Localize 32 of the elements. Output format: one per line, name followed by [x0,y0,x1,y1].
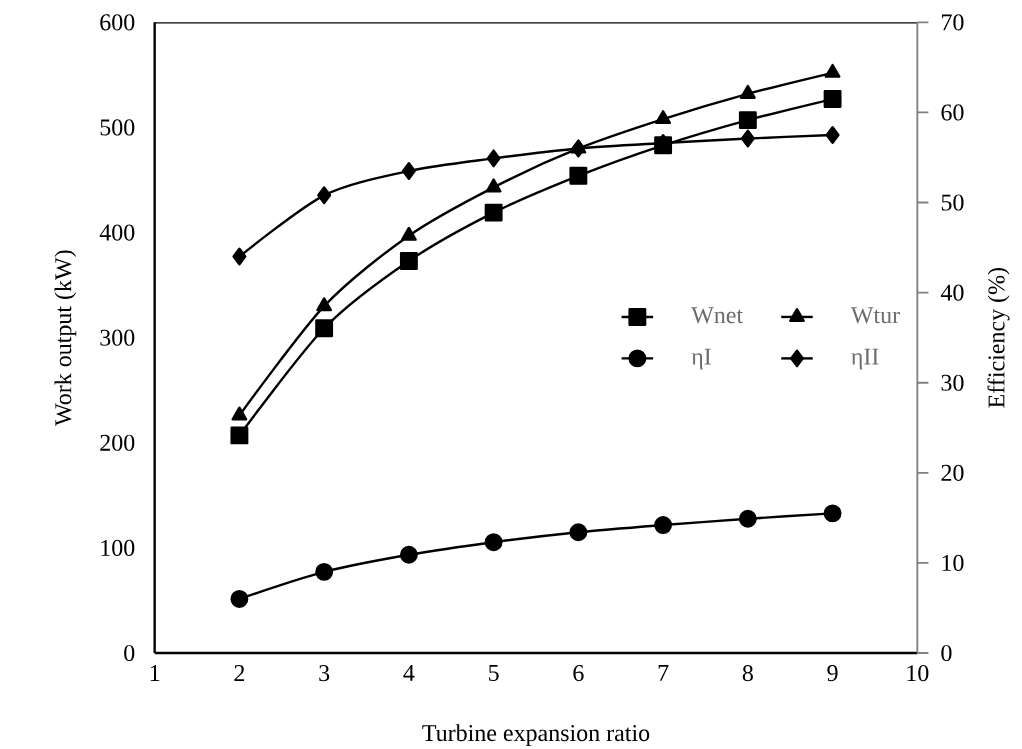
x-axis-title: Turbine expansion ratio [422,724,650,746]
x-tick-label: 2 [234,665,245,681]
x-tick-label: 6 [573,665,584,682]
legend-label: ηII [851,348,879,370]
y2-tick-label: 10 [942,554,964,571]
y2-tick-label: 30 [941,374,964,391]
y-axis-title: Work output (kW) [54,250,77,426]
y-tick-label: 200 [100,434,135,451]
x-tick-label: 4 [403,665,415,681]
y2-tick-label: 70 [942,14,964,31]
y2-tick-label: 60 [941,104,964,121]
y2-tick-label: 40 [940,284,964,301]
x-tick-label: 5 [489,665,499,681]
x-tick-label: 1 [150,665,160,681]
legend-label: Wnet [691,307,743,324]
y-tick-label: 0 [124,644,135,662]
y2-tick-label: 50 [941,194,964,211]
legend-label: Wtur [850,307,900,324]
x-tick-label: 8 [742,665,753,682]
y2-tick-label: 20 [941,464,964,481]
y-tick-label: 500 [100,119,135,136]
x-tick-label: 10 [907,665,929,682]
y2-tick-label: 0 [941,644,952,662]
y-tick-label: 400 [99,224,135,241]
y-tick-label: 100 [101,539,135,556]
y-tick-label: 300 [100,329,135,346]
x-tick-label: 7 [658,665,669,681]
y-tick-label: 600 [100,14,135,31]
x-tick-label: 9 [827,665,838,682]
legend-label: ηI [691,348,711,370]
x-tick-label: 3 [319,665,330,682]
y2-axis-title: Efficiency (%) [987,268,1010,408]
